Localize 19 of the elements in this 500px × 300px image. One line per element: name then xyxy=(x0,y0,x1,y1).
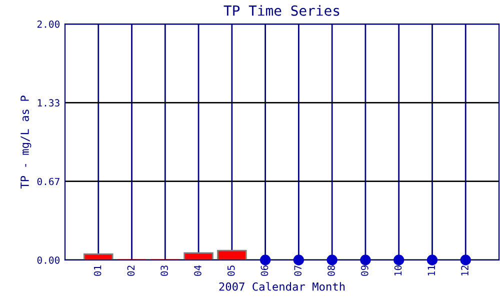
x-tick-label: 02 xyxy=(127,266,135,276)
y-tick-label: 0.00 xyxy=(37,256,60,264)
x-tick-label: 11 xyxy=(428,266,435,276)
x-tick-label: 03 xyxy=(160,266,168,276)
x-tick-label: 08 xyxy=(328,265,335,276)
y-tick-label: 1.33 xyxy=(38,99,60,107)
x-axis-title: 2007 Calendar Month xyxy=(219,282,345,291)
x-tick-label: 09 xyxy=(360,266,368,276)
x-tick-label: 12 xyxy=(461,266,468,276)
x-tick-label: 04 xyxy=(194,265,202,276)
x-tick-label: 05 xyxy=(227,266,235,276)
y-tick-label: 0.67 xyxy=(37,178,60,186)
x-tick-label: 01 xyxy=(94,266,102,276)
x-tick-label: 10 xyxy=(394,265,402,276)
chart-title: TP Time Series xyxy=(224,5,340,16)
x-tick-label: 07 xyxy=(294,266,302,276)
y-tick-label: 2.00 xyxy=(37,20,60,28)
y-axis-title: TP - mg/L as P xyxy=(20,96,32,189)
x-tick-label: 06 xyxy=(260,265,268,276)
